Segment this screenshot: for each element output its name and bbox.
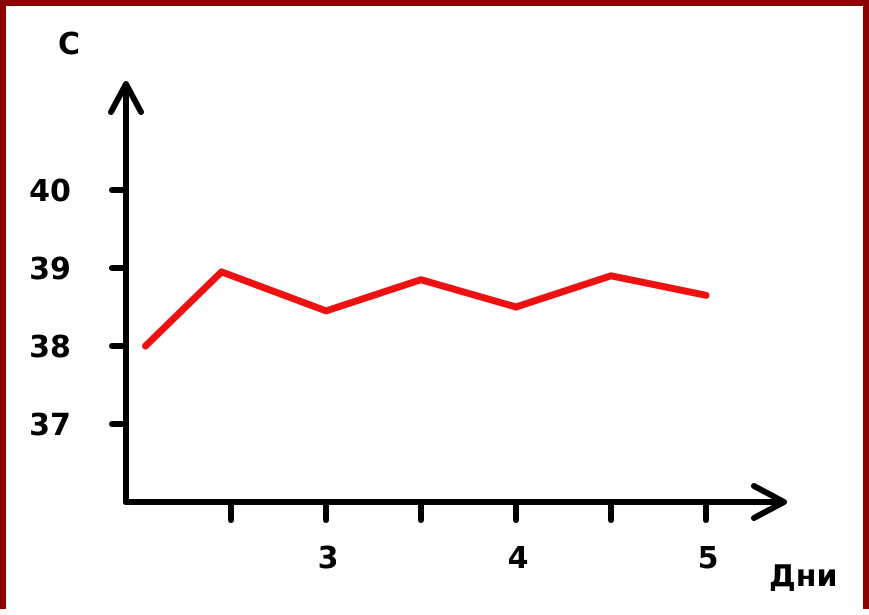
- temperature-chart: 37 38 39 40 3 4 5 C Дни: [6, 6, 869, 615]
- x-axis-label: Дни: [769, 559, 837, 594]
- y-tick-label: 38: [29, 330, 71, 365]
- ticks: [112, 190, 706, 520]
- y-tick-label: 40: [29, 174, 71, 209]
- y-tick-label: 37: [29, 408, 71, 443]
- x-tick-label: 4: [508, 541, 529, 576]
- x-tick-label: 5: [698, 541, 719, 576]
- x-tick-label: 3: [318, 541, 339, 576]
- axes: [111, 84, 784, 518]
- series: [145, 272, 706, 346]
- y-axis-label: C: [58, 27, 80, 62]
- y-tick-label: 39: [29, 252, 71, 287]
- temperature-line: [146, 272, 707, 346]
- tick-labels: 37 38 39 40 3 4 5: [29, 174, 718, 576]
